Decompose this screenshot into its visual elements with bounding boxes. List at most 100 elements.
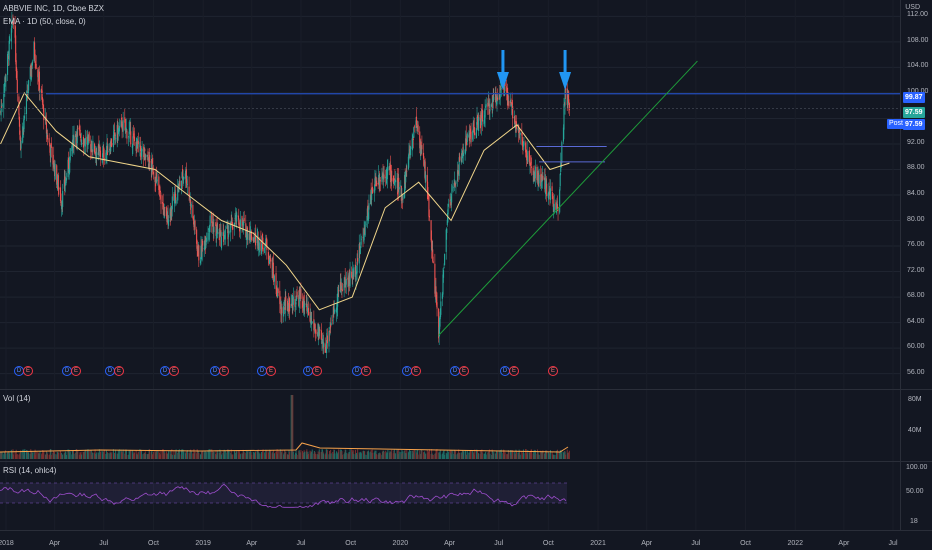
rsi-pane-separator[interactable]	[0, 461, 932, 462]
volume-bar	[129, 449, 131, 459]
volume-bar	[364, 454, 366, 459]
volume-bar	[185, 451, 187, 459]
candle-body	[329, 326, 331, 330]
candle-body	[555, 210, 557, 213]
candle-body	[488, 103, 490, 107]
volume-bar	[313, 453, 315, 459]
volume-bar	[204, 451, 206, 459]
candle-body	[536, 166, 538, 181]
earnings-marker[interactable]: E	[219, 366, 229, 376]
volume-bar	[29, 453, 31, 459]
price-tick: 68.00	[907, 292, 925, 300]
candle-body	[213, 226, 215, 233]
volume-bar	[289, 451, 291, 459]
candle-body	[207, 232, 209, 242]
volume-bar	[326, 449, 328, 459]
candle-body	[253, 237, 255, 239]
volume-bar	[124, 453, 126, 459]
candle-body	[523, 141, 525, 146]
candle-body	[400, 185, 402, 187]
candle-body	[79, 125, 81, 131]
drawings[interactable]	[0, 50, 900, 336]
earnings-marker[interactable]: E	[411, 366, 421, 376]
volume-bar	[370, 451, 372, 459]
volume-bar	[370, 450, 372, 459]
volume-bar	[540, 451, 542, 459]
volume-pane-title[interactable]: Vol (14)	[3, 394, 31, 403]
earnings-marker[interactable]: E	[509, 366, 519, 376]
candle-body	[551, 186, 553, 191]
volume-bar	[473, 452, 475, 459]
candle-body	[500, 87, 502, 89]
volume-bar	[484, 453, 486, 459]
currency-label[interactable]: USD	[905, 4, 920, 11]
earnings-marker[interactable]: E	[266, 366, 276, 376]
candle-body	[217, 229, 219, 235]
volume-bar	[231, 454, 233, 459]
candle-body	[492, 96, 494, 111]
candle-body	[211, 213, 213, 224]
candle-body	[345, 278, 347, 285]
volume-bar	[197, 450, 199, 459]
volume-bar	[502, 453, 504, 459]
earnings-marker[interactable]: E	[361, 366, 371, 376]
volume-bar	[503, 449, 505, 459]
volume-pane-separator[interactable]	[0, 389, 932, 390]
earnings-marker[interactable]: E	[548, 366, 558, 376]
earnings-marker[interactable]: E	[312, 366, 322, 376]
volume-bar	[408, 449, 410, 459]
candle-body	[472, 130, 474, 140]
volume-bar	[466, 454, 468, 459]
volume-bar	[447, 453, 449, 459]
volume-bar	[198, 452, 200, 459]
volume-bar	[136, 454, 138, 459]
earnings-marker[interactable]: E	[23, 366, 33, 376]
volume-bar	[20, 450, 22, 459]
time-axis-separator	[0, 530, 932, 531]
candle-body	[546, 183, 548, 197]
volume-bar	[436, 449, 438, 459]
candle-body	[35, 63, 37, 69]
candle-body	[52, 147, 54, 165]
earnings-marker[interactable]: E	[114, 366, 124, 376]
volume-bar	[217, 450, 219, 459]
volume-bar	[320, 452, 322, 459]
earnings-marker[interactable]: E	[71, 366, 81, 376]
volume-bar	[311, 451, 313, 459]
rsi-pane-title[interactable]: RSI (14, ohlc4)	[3, 466, 57, 475]
volume-bar	[30, 449, 32, 459]
volume-bar	[321, 449, 323, 459]
volume-bar	[547, 451, 549, 459]
rsi-tick-100: 100.00	[906, 464, 928, 471]
volume-bar	[92, 452, 94, 459]
volume-bar	[15, 449, 17, 459]
earnings-marker[interactable]: E	[459, 366, 469, 376]
volume-bar	[232, 454, 234, 459]
volume-bar	[462, 451, 464, 459]
volume-bar	[254, 451, 256, 459]
candle-body	[443, 267, 445, 269]
volume-bar	[219, 449, 221, 459]
candle-body	[27, 94, 29, 96]
candle-body	[204, 236, 206, 246]
candle-body	[279, 290, 281, 305]
volume-bar	[22, 454, 24, 459]
candle-body	[318, 328, 320, 338]
volume-bar	[190, 451, 192, 459]
candle-body	[186, 184, 189, 185]
candle-body	[461, 150, 463, 159]
volume-bar	[354, 449, 356, 459]
price-label-post: 97.59	[903, 119, 925, 130]
candle-body	[56, 182, 58, 187]
volume-bar	[477, 453, 479, 459]
volume-bar	[193, 453, 195, 459]
candle-body	[450, 201, 452, 205]
symbol-legend[interactable]: ABBVIE INC, 1D, Cboe BZX	[3, 4, 104, 13]
volume-bar	[1, 452, 3, 459]
ema-legend[interactable]: EMA · 1D (50, close, 0)	[3, 17, 86, 26]
price-tick: 84.00	[907, 190, 925, 197]
volume-bar	[19, 452, 21, 459]
volume-bar	[90, 450, 92, 459]
earnings-marker[interactable]: E	[169, 366, 179, 376]
